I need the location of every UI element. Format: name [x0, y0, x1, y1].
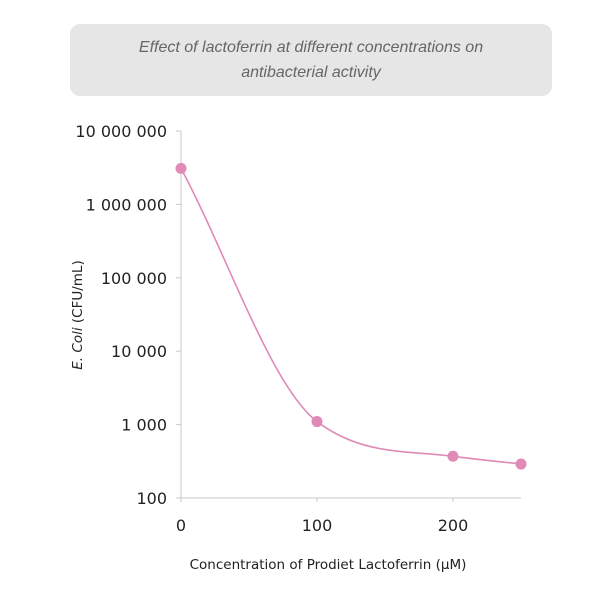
data-point	[447, 450, 459, 462]
x-axis-title: Concentration of Prodiet Lactoferrin (µM…	[190, 557, 467, 573]
data-point	[515, 458, 527, 470]
chart-title-box: Effect of lactoferrin at different conce…	[70, 24, 552, 96]
data-point	[175, 162, 187, 174]
x-tick-label: 100	[302, 516, 333, 535]
y-tick-label: 10 000	[111, 342, 167, 361]
y-tick-label: 10 000 000	[75, 122, 167, 141]
chart-title: Effect of lactoferrin at different conce…	[138, 39, 484, 81]
y-tick-label: 100	[136, 489, 167, 508]
y-tick-label: 1 000	[121, 416, 167, 435]
y-axis-title: E. Coli (CFU/mL)	[70, 260, 86, 369]
x-tick-label: 200	[438, 516, 469, 535]
y-tick-label: 100 000	[101, 269, 167, 288]
y-tick-label: 1 000 000	[86, 195, 167, 214]
x-tick-label: 0	[176, 516, 186, 535]
y-axis-title-units: (CFU/mL)	[70, 260, 86, 327]
series-line	[180, 167, 522, 465]
y-axis-title-italic: E. Coli	[70, 327, 86, 370]
data-point	[311, 416, 323, 428]
